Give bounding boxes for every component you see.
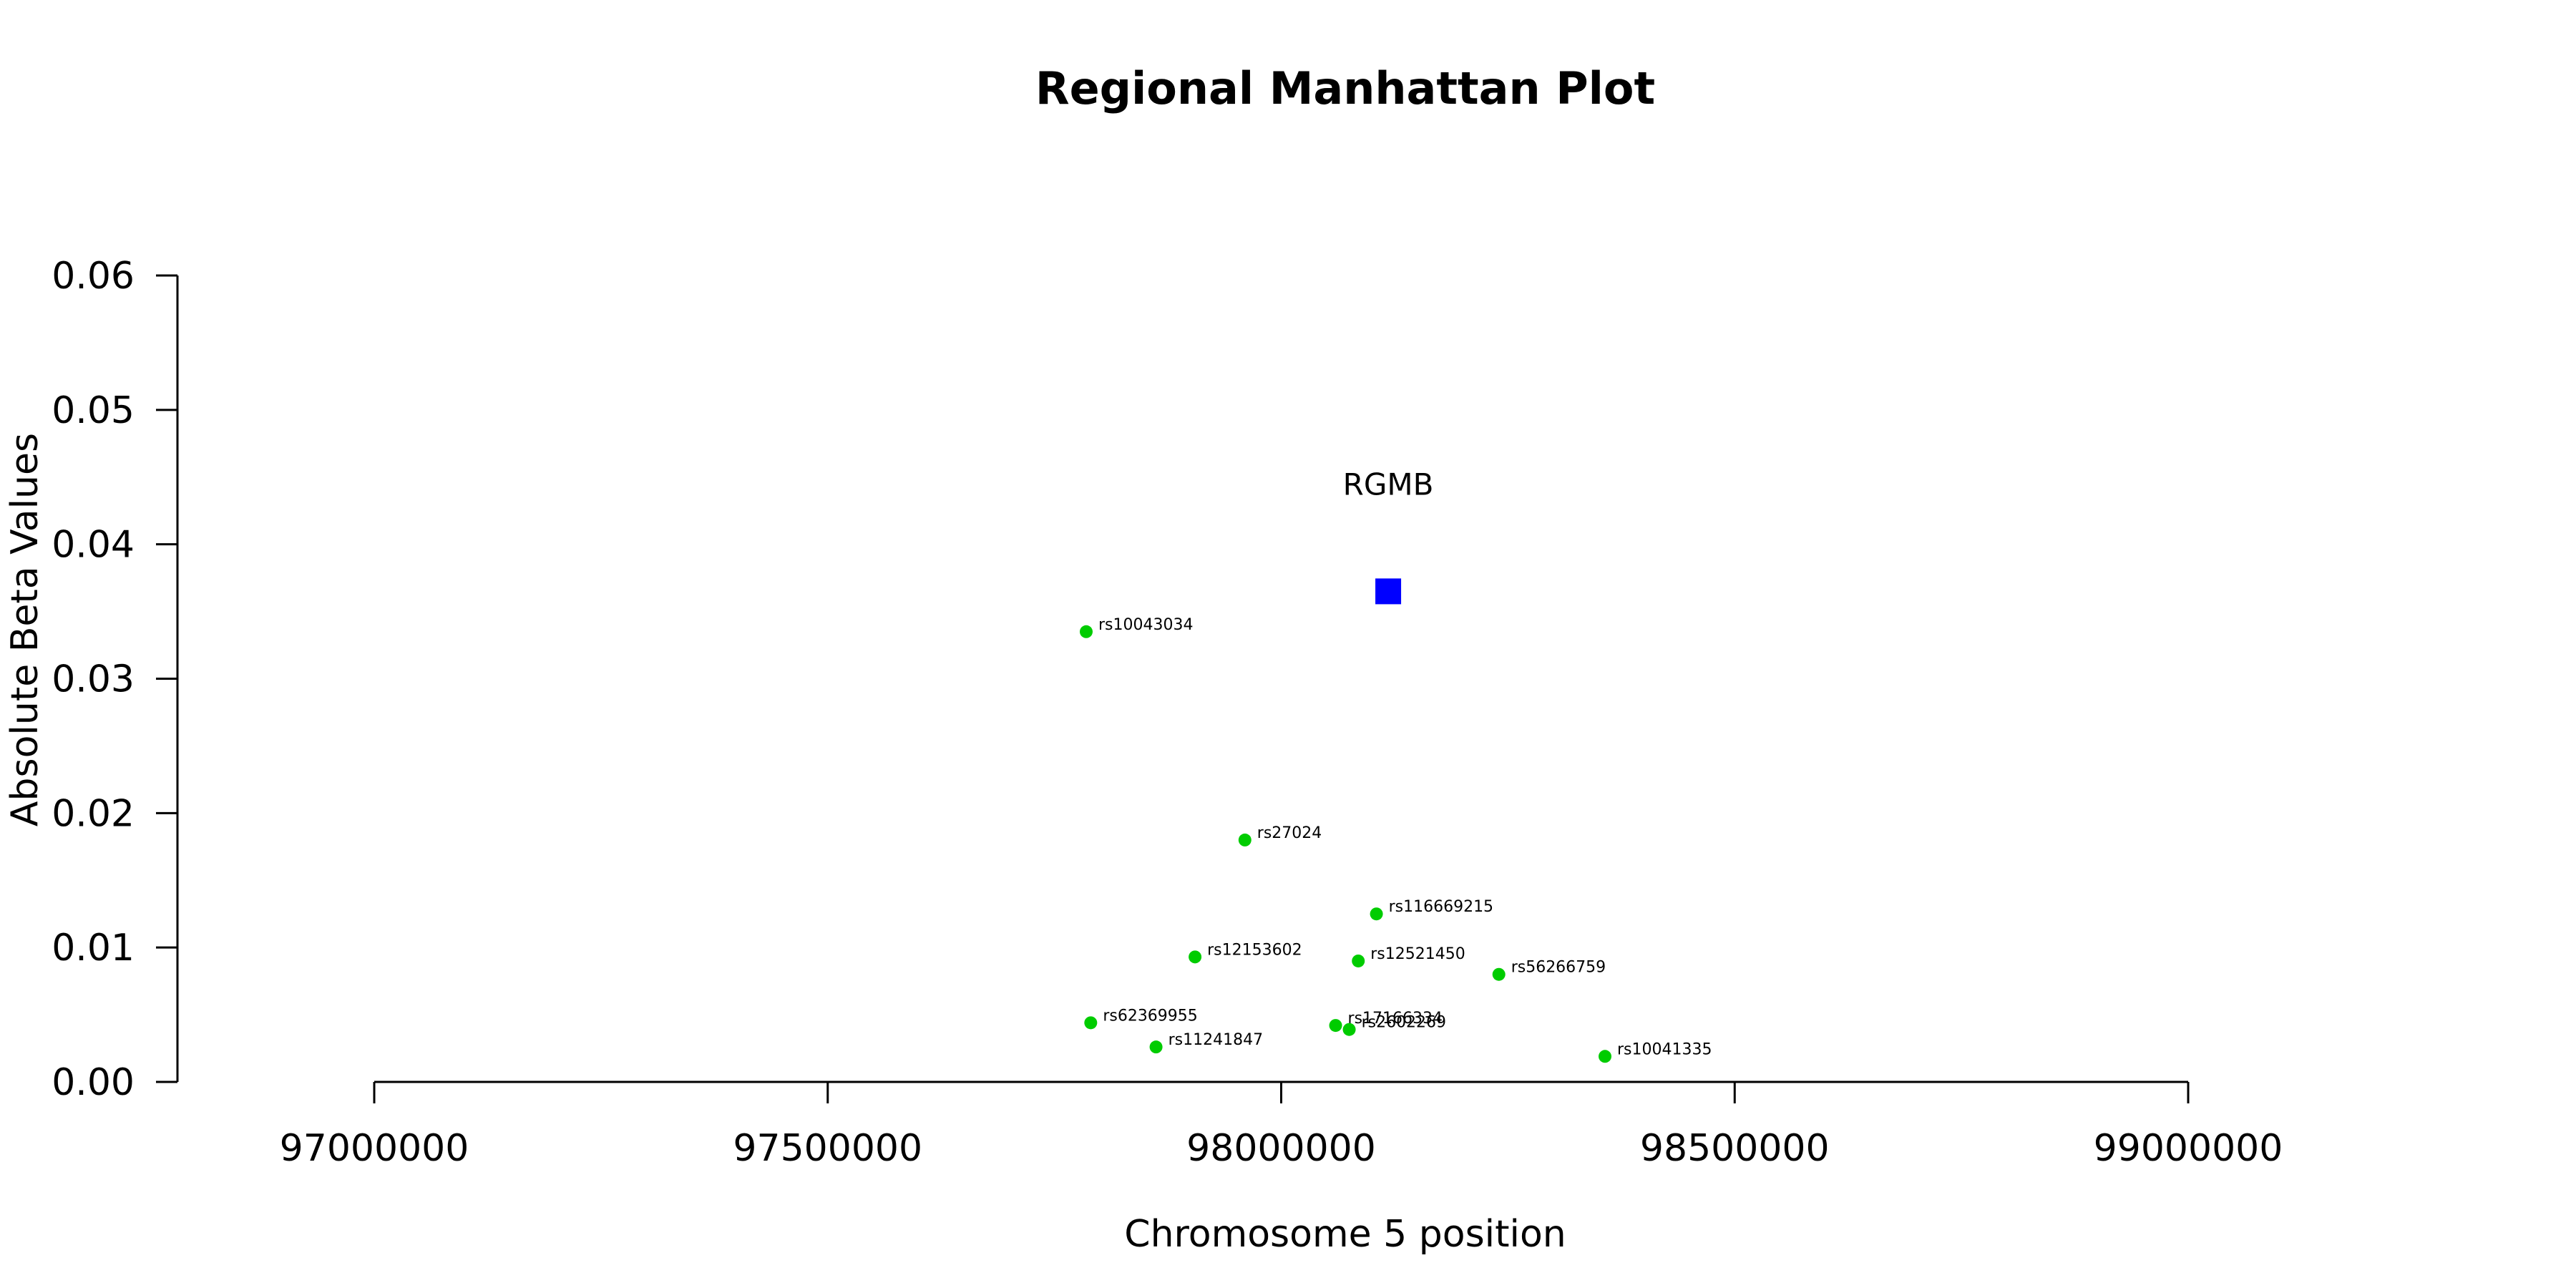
x-tick-label: 97500000 (733, 1127, 922, 1170)
snp-point (1492, 967, 1506, 981)
y-tick-label: 0.00 (52, 1061, 135, 1104)
snp-point (1370, 907, 1383, 921)
y-tick-label: 0.01 (52, 927, 135, 970)
snp-label: rs12521450 (1370, 945, 1465, 963)
y-tick-label: 0.06 (52, 255, 135, 298)
snp-point (1189, 950, 1202, 964)
snp-point (1329, 1019, 1342, 1033)
snp-label: rs2602269 (1362, 1014, 1447, 1032)
y-tick-label: 0.04 (52, 524, 135, 567)
chart-title: Regional Manhattan Plot (1035, 62, 1655, 114)
y-tick-label: 0.02 (52, 792, 135, 835)
x-tick-label: 98000000 (1186, 1127, 1376, 1170)
x-tick-label: 98500000 (1640, 1127, 1830, 1170)
snp-point (1084, 1016, 1098, 1030)
snp-label: rs11241847 (1169, 1031, 1263, 1049)
snp-label: rs10041335 (1617, 1040, 1712, 1058)
snp-label: rs116669215 (1389, 898, 1493, 916)
snp-point (1598, 1050, 1611, 1063)
snp-point (1352, 954, 1365, 967)
snp-label: rs17166334 (1348, 1010, 1443, 1028)
snp-label: rs56266759 (1511, 959, 1606, 977)
snp-point (1238, 833, 1252, 847)
data-points: rs10043034 rs27024 rs116669215 rs12153602 rs… (1079, 467, 1712, 1063)
y-axis-label: Absolute Beta Values (4, 433, 47, 826)
gene-label: RGMB (1343, 467, 1434, 502)
snp-label: rs10043034 (1098, 616, 1193, 634)
snp-point (1149, 1040, 1163, 1054)
snp-point (1079, 625, 1093, 638)
y-axis: 0.00 0.01 0.02 0.03 0.04 0.05 0.06 (52, 255, 179, 1104)
x-tick-label: 97000000 (280, 1127, 469, 1170)
y-tick-label: 0.05 (52, 389, 135, 432)
snp-label: rs27024 (1257, 824, 1322, 842)
x-tick-label: 99000000 (2094, 1127, 2283, 1170)
snp-label: rs62369955 (1103, 1007, 1197, 1025)
gene-marker (1375, 578, 1402, 605)
x-axis: 97000000 97500000 98000000 98500000 99000000 (280, 1080, 2283, 1170)
snp-label: rs12153602 (1207, 941, 1302, 959)
x-axis-label: Chromosome 5 position (1124, 1213, 1566, 1256)
snp-point (1342, 1023, 1356, 1036)
y-tick-label: 0.03 (52, 658, 135, 701)
